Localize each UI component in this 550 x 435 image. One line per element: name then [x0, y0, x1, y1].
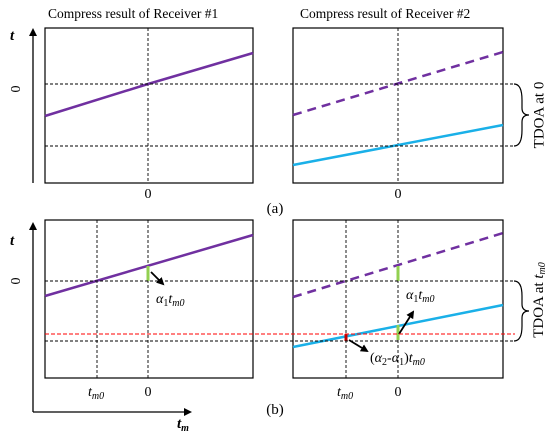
receiver1-dashed-copy-a [292, 50, 504, 117]
tdoa-bracket-a [513, 83, 530, 147]
receiver1-line-a [44, 82, 149, 118]
plot-box-a-left [44, 27, 254, 184]
caption-a: (a) [267, 201, 284, 217]
x-zero-b-right: 0 [395, 385, 402, 400]
y-axis-symbol-a: t [10, 28, 15, 44]
receiver1-line-b [44, 233, 254, 298]
tdoa-label-b: TDOA at tm0 [531, 262, 548, 338]
x-axis-symbol-b: tm [177, 416, 189, 434]
receiver1-dashed-copy-b [292, 231, 504, 299]
alpha-diff-annotation-b: (α2-α1)tm0 [370, 351, 425, 368]
alpha1-annotation-b-right: α1tm0 [406, 288, 434, 305]
y-zero-label-a: 0 [9, 86, 24, 93]
right-panel-title: Compress result of Receiver #2 [300, 6, 470, 21]
alpha1-annotation-b-left: α1tm0 [156, 292, 184, 309]
plot-box-b-left [44, 219, 254, 379]
x-zero-a-right: 0 [395, 187, 402, 202]
tm0-label-b-left: tm0 [88, 385, 104, 402]
y-zero-label-b: 0 [9, 278, 24, 285]
receiver1-line-a-right [147, 51, 254, 86]
tm0-label-b-right: tm0 [337, 385, 353, 402]
diff-arrow-b [348, 339, 369, 353]
tdoa-label-a: TDOA at 0 [531, 82, 547, 149]
receiver2-line-a [292, 123, 504, 167]
tdoa-bracket-b [513, 280, 530, 342]
alpha1-arrow-b-left [150, 271, 165, 286]
caption-b: (b) [266, 402, 284, 418]
y-axis-symbol-b: t [10, 233, 15, 249]
x-zero-b-left: 0 [145, 385, 152, 400]
x-zero-a-left: 0 [145, 187, 152, 202]
left-panel-title: Compress result of Receiver #1 [48, 6, 218, 21]
alpha1-arrow-b-right [398, 310, 415, 335]
